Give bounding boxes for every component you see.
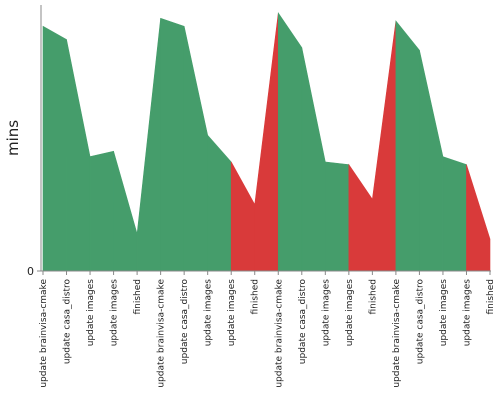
area-segment-failed	[254, 12, 279, 272]
area-segment-failed	[372, 20, 397, 272]
x-tick-label: update brainvisa-cmake	[157, 279, 167, 388]
area-segment	[419, 50, 444, 272]
area-segment	[442, 156, 467, 272]
area-segment	[277, 12, 303, 272]
area-segment	[89, 150, 114, 272]
area-segment	[136, 18, 161, 272]
area-segment-failed	[348, 163, 373, 272]
area-segment	[325, 161, 350, 272]
x-ticks: update brainvisa-cmake update casa_distro…	[39, 271, 496, 388]
x-tick-label: update images	[321, 279, 331, 347]
x-tick-label: update casa_distro	[63, 279, 73, 365]
x-tick-label: update casa_distro	[180, 279, 190, 365]
area-segment	[160, 17, 185, 272]
x-tick-label: update brainvisa-cmake	[274, 279, 284, 388]
area-segment	[183, 26, 208, 272]
x-tick-label: update images	[204, 279, 214, 347]
x-tick-label: update brainvisa-cmake	[392, 279, 402, 388]
x-tick-label: update casa_distro	[415, 279, 425, 365]
area-segments	[42, 12, 491, 272]
x-tick-label: update images	[227, 279, 237, 347]
area-segment-failed	[230, 161, 256, 272]
area-segment	[42, 25, 67, 272]
area-segment	[66, 39, 91, 272]
x-tick-label: update casa_distro	[298, 279, 308, 365]
x-tick-label: update images	[439, 279, 449, 347]
area-segment-failed	[466, 164, 491, 272]
x-tick-label: update images	[110, 279, 120, 347]
y-axis-title: mins	[4, 120, 22, 156]
x-tick-label: update images	[86, 279, 96, 347]
x-tick-label: update images	[345, 279, 355, 347]
x-tick-label: finished	[368, 279, 378, 315]
area-segment	[395, 20, 420, 272]
x-tick-label: update images	[462, 279, 472, 347]
x-tick-label: finished	[251, 279, 261, 315]
y-ticks: 0	[27, 265, 41, 278]
area-segment	[207, 134, 232, 272]
x-tick-label: update brainvisa-cmake	[39, 279, 49, 388]
area-segment	[113, 151, 138, 272]
x-tick-label: finished	[133, 279, 143, 315]
y-tick-label: 0	[27, 265, 34, 278]
area-segment	[301, 47, 326, 272]
x-tick-label: finished	[486, 279, 496, 315]
